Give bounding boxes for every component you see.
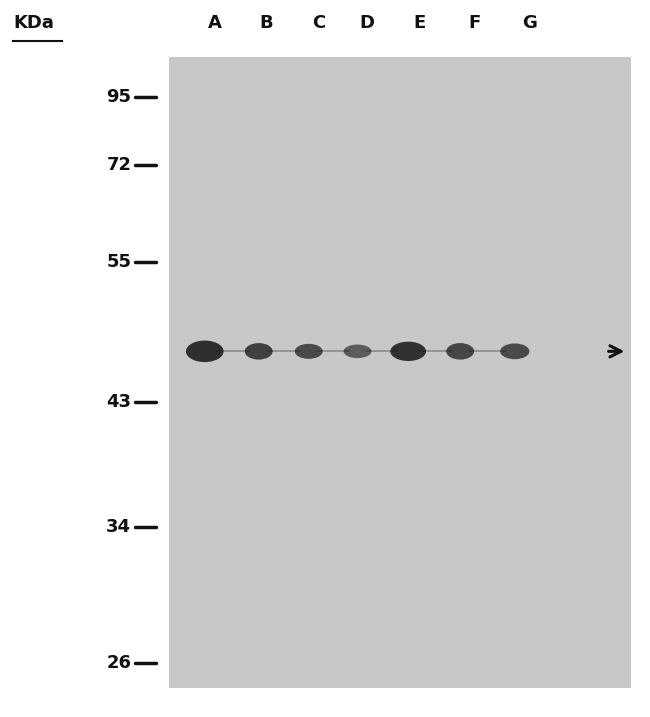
Ellipse shape <box>390 341 426 361</box>
Ellipse shape <box>244 343 273 360</box>
Text: 43: 43 <box>107 392 131 411</box>
Ellipse shape <box>344 344 372 358</box>
Text: 34: 34 <box>107 518 131 536</box>
Ellipse shape <box>186 341 224 362</box>
Text: 55: 55 <box>107 252 131 271</box>
Text: B: B <box>260 14 273 32</box>
Text: E: E <box>413 14 425 32</box>
Text: F: F <box>469 14 480 32</box>
Text: G: G <box>523 14 537 32</box>
Text: KDa: KDa <box>13 14 54 32</box>
Text: C: C <box>312 14 325 32</box>
Text: 26: 26 <box>107 654 131 673</box>
Text: 95: 95 <box>107 87 131 106</box>
Ellipse shape <box>294 344 323 359</box>
Text: D: D <box>359 14 375 32</box>
Text: 72: 72 <box>107 156 131 174</box>
Bar <box>169 57 630 688</box>
Ellipse shape <box>446 343 474 360</box>
Ellipse shape <box>500 343 530 359</box>
Text: A: A <box>207 14 222 32</box>
